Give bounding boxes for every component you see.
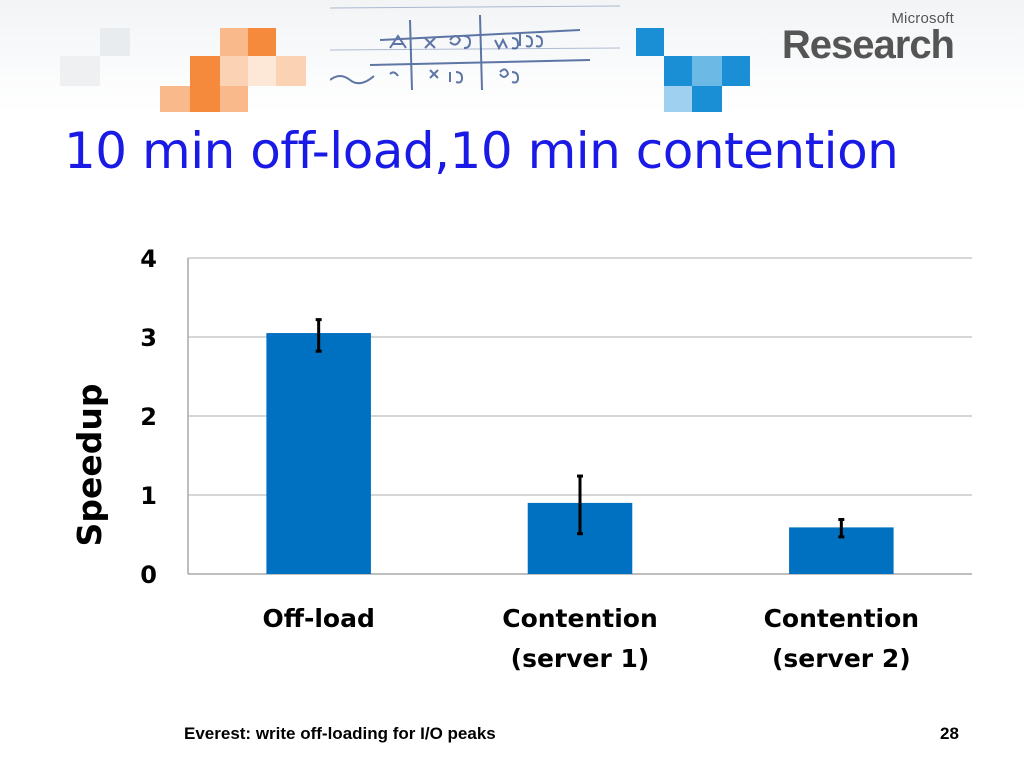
decor-tile — [248, 56, 276, 86]
y-tick-labels: 0 1 2 3 4 — [140, 245, 157, 589]
decor-tile — [100, 28, 130, 56]
decor-tile — [276, 56, 306, 86]
whiteboard-sketch-image — [330, 5, 620, 90]
y-tick-label: 2 — [140, 403, 157, 431]
decor-tile — [220, 86, 248, 112]
x-tick-label: Off-load — [262, 604, 374, 633]
y-tick-label: 1 — [140, 482, 157, 510]
x-tick-label-line: (server 2) — [772, 644, 911, 673]
x-tick-label-line: Off-load — [262, 604, 374, 633]
decor-tile — [190, 86, 220, 112]
decor-tile — [664, 56, 692, 86]
page-number: 28 — [940, 724, 959, 743]
x-tick-label: Contention (server 1) — [502, 604, 658, 673]
y-tick-label: 3 — [140, 324, 157, 352]
x-tick-label-line: Contention — [764, 604, 920, 633]
decor-tile — [160, 86, 190, 112]
y-axis-label: Speedup — [70, 384, 109, 547]
microsoft-research-logo: Microsoft Research — [781, 10, 955, 68]
decor-tile — [692, 86, 722, 112]
x-tick-label-line: (server 1) — [511, 644, 650, 673]
slide-title: 10 min off-load,10 min contention — [64, 122, 899, 180]
header-banner: Microsoft Research — [0, 0, 1024, 112]
logo-line2: Research — [781, 23, 955, 67]
x-tick-labels: Off-load Contention (server 1) Contention (s… — [262, 604, 919, 673]
decor-tile — [722, 56, 750, 86]
decor-tile — [220, 28, 248, 56]
y-tick-label: 4 — [140, 245, 157, 273]
x-tick-label: Contention (server 2) — [764, 604, 920, 673]
decor-tile — [248, 28, 276, 56]
decor-tile — [220, 56, 248, 86]
decor-tile — [664, 86, 692, 112]
decor-tile — [60, 56, 100, 86]
decor-tile — [190, 56, 220, 86]
footer-text: Everest: write off-loading for I/O peaks — [184, 724, 496, 743]
logo-line1: Microsoft — [891, 10, 954, 27]
x-tick-label-line: Contention — [502, 604, 658, 633]
decor-tile — [692, 56, 722, 86]
y-tick-label: 0 — [140, 561, 157, 589]
bars — [266, 333, 894, 574]
bar — [266, 333, 371, 574]
error-bars — [315, 318, 845, 539]
decor-tile — [636, 28, 664, 56]
